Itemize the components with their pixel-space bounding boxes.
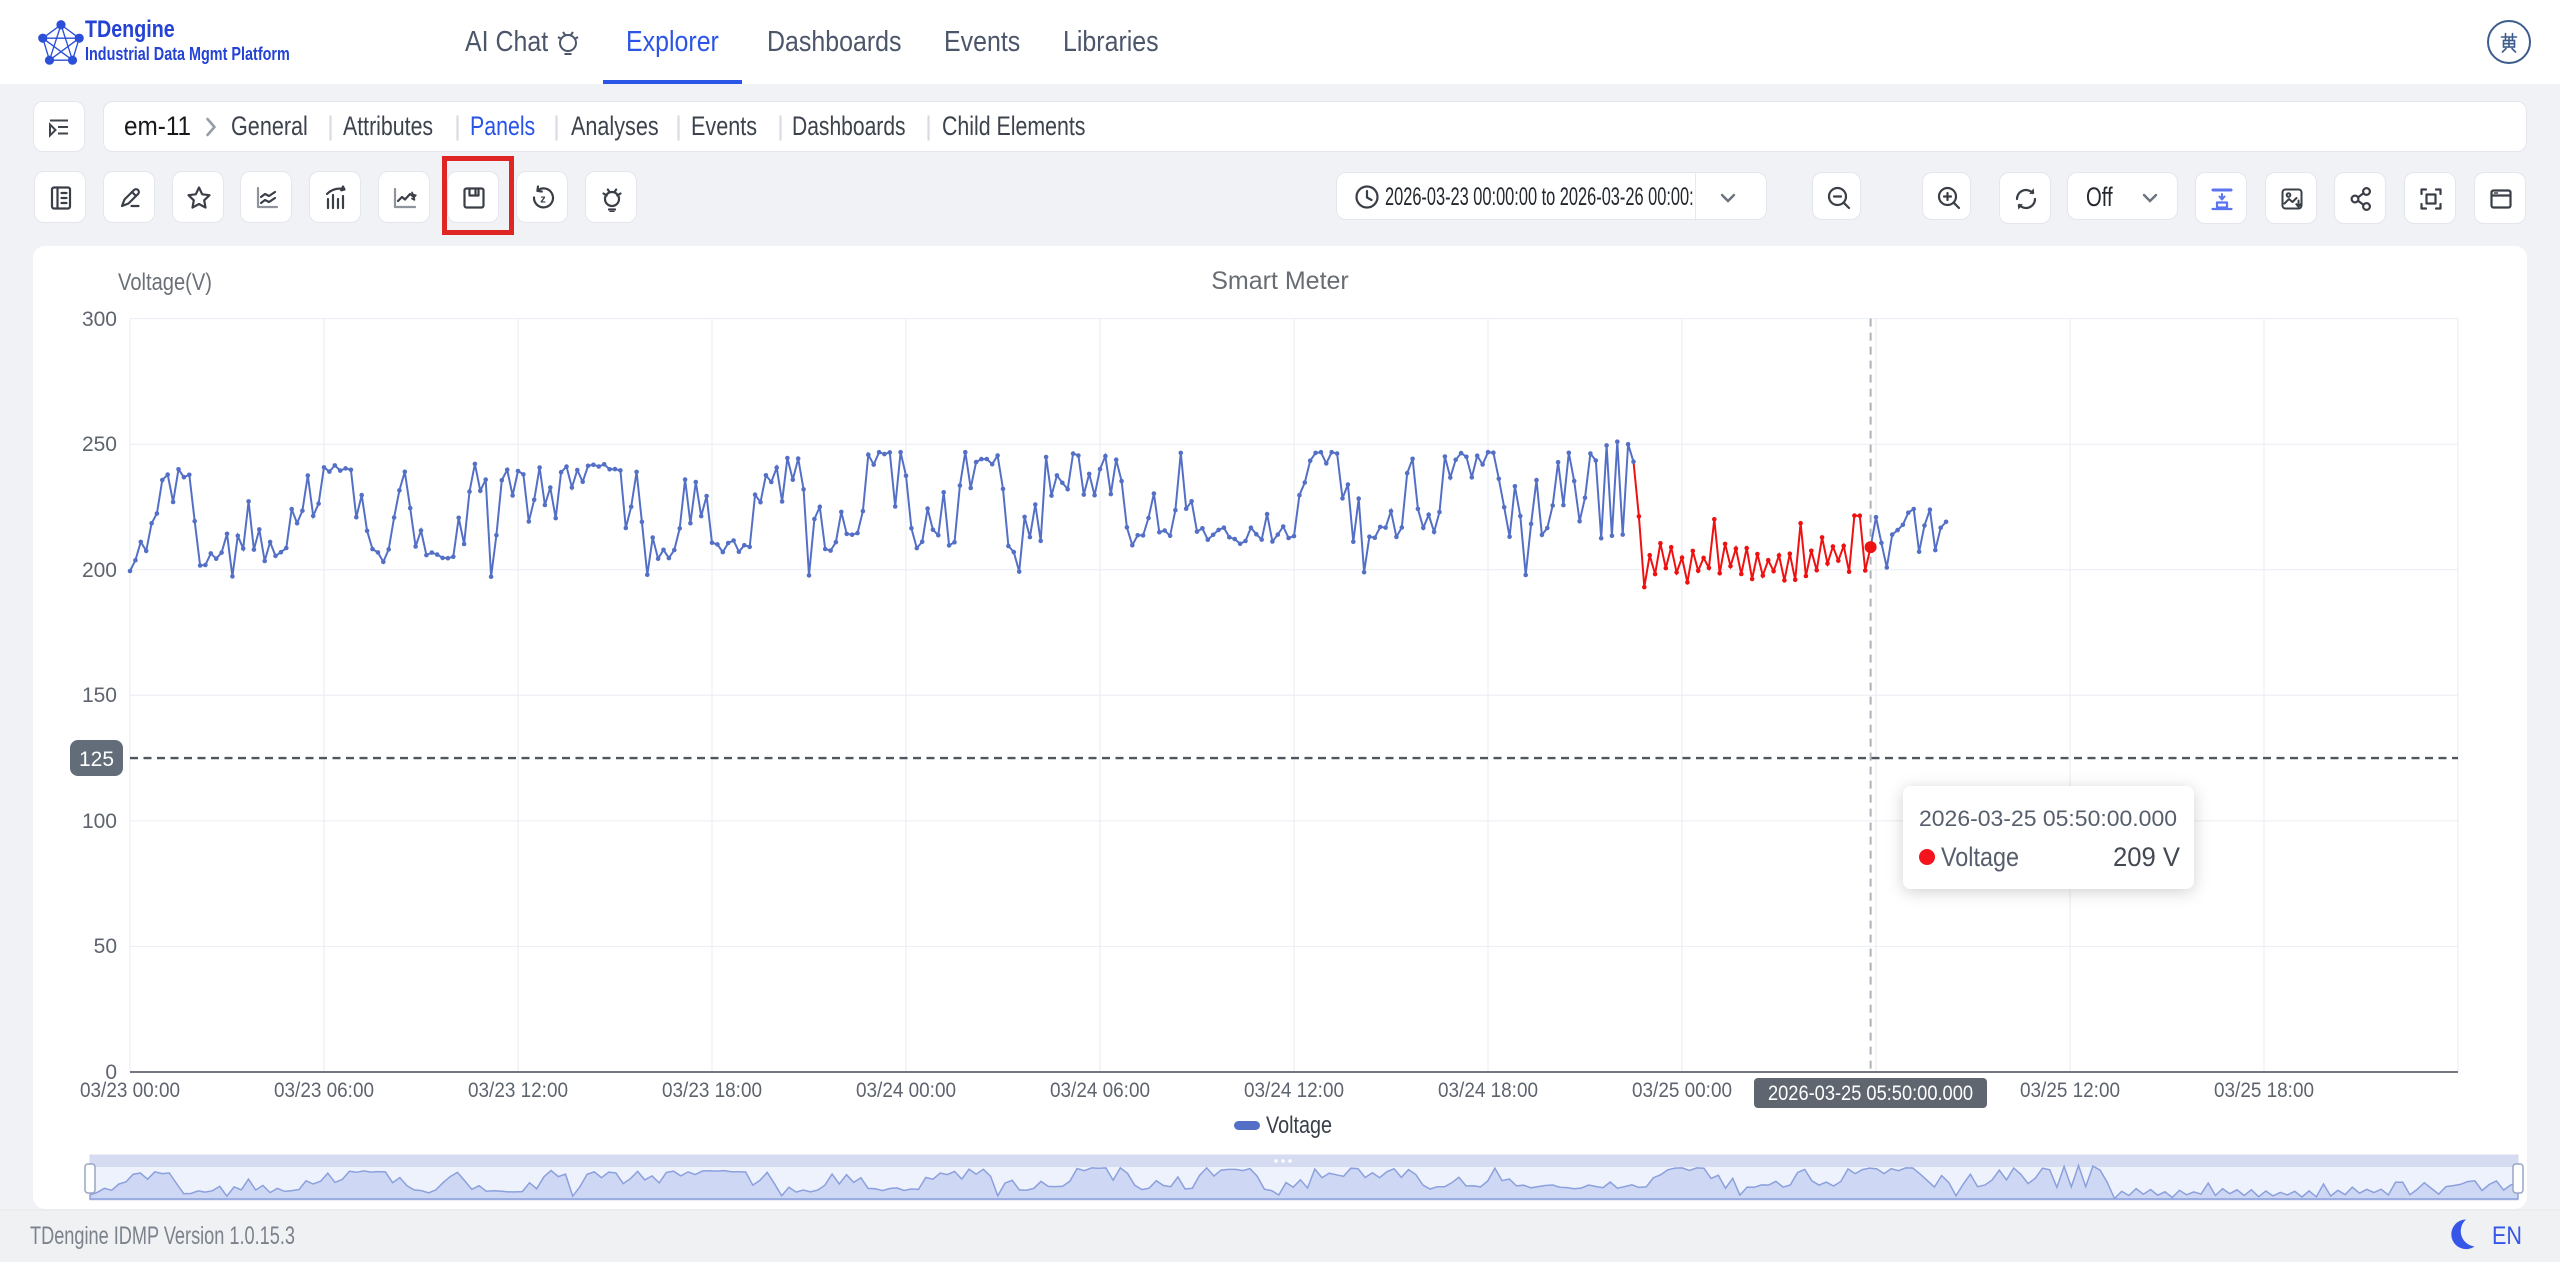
svg-text:03/25 00:00: 03/25 00:00 [1632, 1079, 1732, 1102]
svg-text:Voltage: Voltage [1941, 842, 2019, 872]
svg-text:250: 250 [82, 433, 117, 456]
svg-text:z: z [540, 194, 546, 206]
svg-text:03/23 06:00: 03/23 06:00 [274, 1079, 374, 1102]
svg-text:03/24 18:00: 03/24 18:00 [1438, 1079, 1538, 1102]
svg-text:03/25 18:00: 03/25 18:00 [2214, 1079, 2314, 1102]
svg-text:100: 100 [82, 810, 117, 833]
svg-text:03/24 00:00: 03/24 00:00 [856, 1079, 956, 1102]
svg-text:300: 300 [82, 308, 117, 331]
svg-text:EN: EN [2492, 1222, 2522, 1250]
svg-text:Voltage(V): Voltage(V) [118, 269, 212, 296]
svg-text:209 V: 209 V [2113, 842, 2180, 872]
svg-text:03/24 06:00: 03/24 06:00 [1050, 1079, 1150, 1102]
svg-text:TDengine IDMP Version 1.0.15.3: TDengine IDMP Version 1.0.15.3 [30, 1222, 295, 1250]
svg-text:Smart Meter: Smart Meter [1211, 267, 1349, 295]
svg-text:03/24 12:00: 03/24 12:00 [1244, 1079, 1344, 1102]
svg-text:03/23 18:00: 03/23 18:00 [662, 1079, 762, 1102]
svg-text:Voltage: Voltage [1266, 1112, 1332, 1139]
svg-text:03/23 12:00: 03/23 12:00 [468, 1079, 568, 1102]
svg-text:200: 200 [82, 559, 117, 582]
svg-text:2026-03-25 05:50:00.000: 2026-03-25 05:50:00.000 [1768, 1082, 1973, 1105]
svg-text:150: 150 [82, 684, 117, 707]
svg-text:03/25 12:00: 03/25 12:00 [2020, 1079, 2120, 1102]
svg-text:50: 50 [94, 935, 117, 958]
svg-text:2026-03-25 05:50:00.000: 2026-03-25 05:50:00.000 [1919, 806, 2177, 831]
svg-text:0: 0 [105, 1061, 117, 1084]
svg-text:03/23 00:00: 03/23 00:00 [80, 1079, 180, 1102]
svg-text:125: 125 [79, 748, 114, 771]
